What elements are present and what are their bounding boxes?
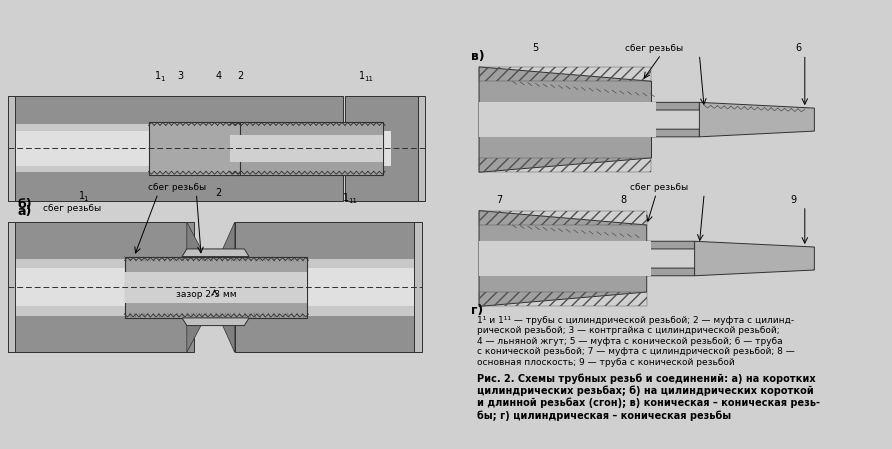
Polygon shape: [699, 102, 814, 137]
Text: сбег резьбы: сбег резьбы: [631, 183, 689, 192]
Polygon shape: [182, 249, 249, 256]
Text: 4: 4: [216, 71, 222, 81]
Bar: [8, 259, 194, 316]
Bar: [8, 96, 343, 201]
Text: 1: 1: [83, 196, 87, 202]
Bar: [125, 256, 307, 318]
Bar: [8, 96, 15, 201]
Text: 7: 7: [496, 195, 502, 205]
Bar: [235, 222, 422, 352]
Text: 3: 3: [178, 71, 184, 81]
Bar: [8, 124, 343, 172]
Text: 5: 5: [532, 43, 538, 53]
Bar: [479, 67, 651, 81]
Text: 2: 2: [216, 188, 222, 198]
Bar: [235, 259, 422, 316]
Bar: [8, 131, 391, 166]
Bar: [8, 268, 228, 306]
Bar: [479, 211, 647, 225]
Text: 1: 1: [343, 193, 349, 203]
Text: 8: 8: [621, 195, 627, 205]
Text: 1: 1: [78, 191, 85, 201]
Text: 1: 1: [359, 71, 366, 81]
Text: сбег резьбы: сбег резьбы: [148, 183, 206, 192]
Bar: [8, 222, 194, 352]
Text: 11: 11: [348, 198, 357, 204]
Bar: [479, 241, 651, 276]
Bar: [230, 122, 384, 175]
Polygon shape: [219, 306, 235, 352]
Text: сбег резьбы: сбег резьбы: [43, 203, 101, 213]
Polygon shape: [479, 211, 695, 306]
Text: 11: 11: [364, 76, 373, 82]
Bar: [216, 268, 422, 306]
Polygon shape: [479, 67, 699, 172]
Text: зазор 2-3 мм: зазор 2-3 мм: [176, 290, 236, 299]
Bar: [479, 102, 657, 137]
Bar: [417, 96, 425, 201]
Polygon shape: [695, 241, 814, 276]
Polygon shape: [186, 306, 206, 352]
Bar: [230, 135, 384, 162]
Bar: [479, 158, 651, 172]
Bar: [414, 222, 422, 352]
Bar: [345, 96, 422, 201]
Bar: [8, 222, 15, 352]
Text: 6: 6: [795, 43, 801, 53]
Text: сбег резьбы: сбег резьбы: [624, 44, 682, 53]
Bar: [148, 122, 240, 175]
Bar: [479, 292, 647, 306]
Bar: [125, 272, 307, 303]
Text: а): а): [17, 205, 31, 218]
Text: 1: 1: [155, 71, 161, 81]
Text: в): в): [471, 50, 485, 63]
Polygon shape: [186, 222, 206, 268]
Polygon shape: [219, 222, 235, 268]
Text: 1: 1: [160, 76, 164, 82]
Text: г): г): [471, 304, 483, 317]
Text: 9: 9: [790, 195, 797, 205]
Text: 1¹ и 1¹¹ — трубы с цилиндрической резьбой; 2 — муфта с цилинд-
рической резьбой;: 1¹ и 1¹¹ — трубы с цилиндрической резьбо…: [477, 316, 795, 366]
Polygon shape: [182, 318, 249, 326]
Text: 2: 2: [237, 71, 244, 81]
Text: Рис. 2. Схемы трубных резьб и соединений: а) на коротких
цилиндрических резьбах;: Рис. 2. Схемы трубных резьб и соединений…: [477, 374, 820, 421]
Text: б): б): [17, 198, 32, 211]
